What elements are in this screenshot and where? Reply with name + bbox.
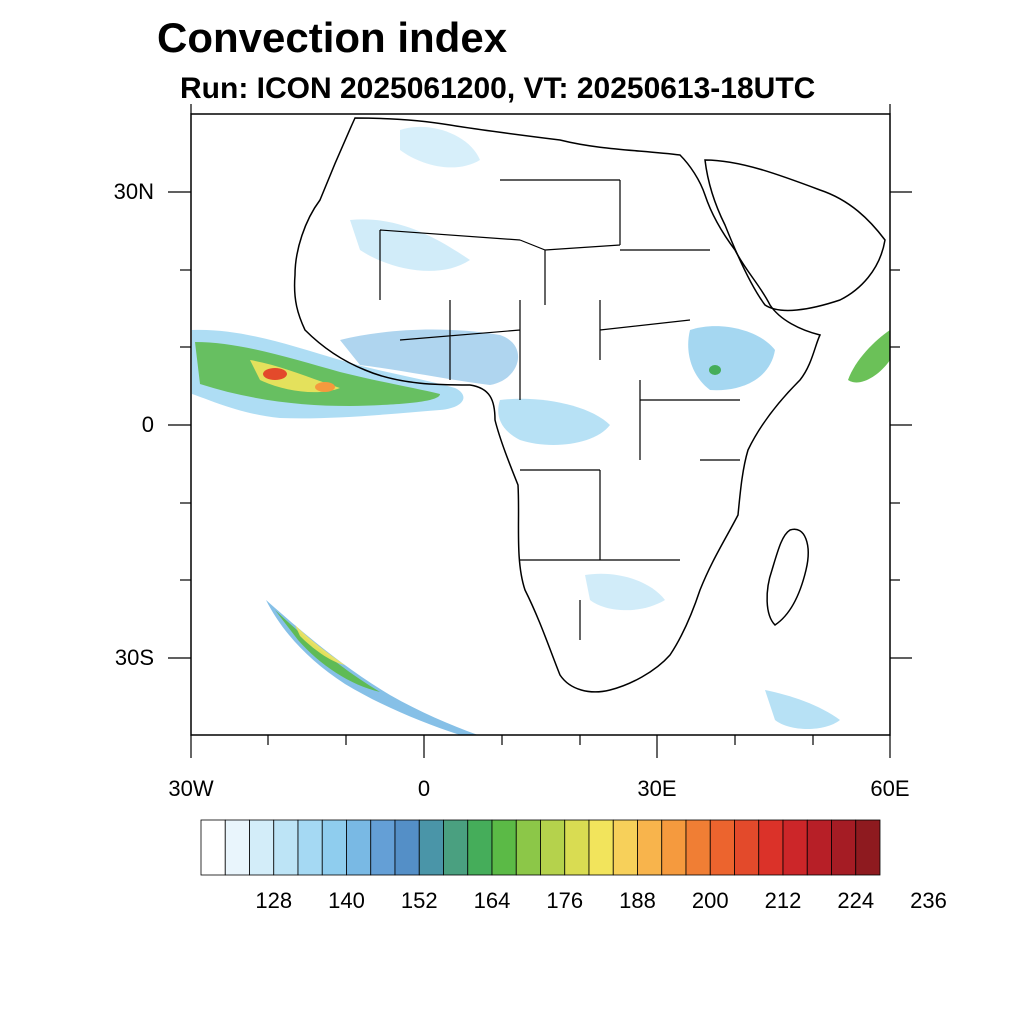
colorbar-swatch xyxy=(612,819,638,876)
colorbar-swatch xyxy=(418,819,444,876)
lat-label-30n: 30N xyxy=(113,179,154,204)
lon-label-30e: 30E xyxy=(637,776,677,801)
colorbar-label: 152 xyxy=(400,888,438,913)
colorbar-swatch xyxy=(297,819,323,876)
colorbar-label: 224 xyxy=(837,888,875,913)
africa-coastline xyxy=(293,117,822,693)
madagascar-coastline xyxy=(766,528,809,626)
convection-peak-atlantic-2 xyxy=(315,382,335,392)
country-borders xyxy=(379,179,740,640)
colorbar-label: 236 xyxy=(910,888,947,913)
map-title: Convection index xyxy=(157,14,508,61)
colorbar-swatch xyxy=(734,819,760,876)
colorbar-label: 212 xyxy=(764,888,802,913)
colorbar-swatch xyxy=(443,819,469,876)
convection-southern-africa xyxy=(585,573,665,611)
convection-south-atlantic-front xyxy=(266,600,478,735)
convection-central-africa xyxy=(498,398,610,445)
colorbar-swatch xyxy=(370,819,396,876)
convection-band-atlantic-core xyxy=(195,342,440,406)
colorbar-swatch xyxy=(273,819,299,876)
colorbar-label: 176 xyxy=(546,888,584,913)
colorbar-label: 188 xyxy=(619,888,656,913)
colorbar-swatch xyxy=(540,819,566,876)
convection-sahara-scatter xyxy=(350,219,470,271)
colorbar-swatch xyxy=(467,819,493,876)
arabia-coastline xyxy=(704,159,886,312)
colorbar-swatch xyxy=(806,819,832,876)
convection-ethiopia xyxy=(688,326,775,391)
convection-west-africa xyxy=(340,329,519,385)
colorbar-swatch xyxy=(831,819,857,876)
colorbar-swatch xyxy=(321,819,347,876)
lon-label-60e: 60E xyxy=(870,776,910,801)
lon-label-0: 0 xyxy=(417,776,431,801)
colorbar-swatch xyxy=(855,819,881,876)
convection-north-scatter xyxy=(400,126,480,168)
lon-label-30w: 30W xyxy=(168,776,214,801)
colorbar-swatch xyxy=(661,819,687,876)
coastlines-layer xyxy=(293,117,886,693)
colorbar-label: 164 xyxy=(473,888,511,913)
colorbar-swatch xyxy=(200,819,226,876)
colorbar-swatch xyxy=(394,819,420,876)
colorbar-swatch xyxy=(224,819,250,876)
colorbar-swatch xyxy=(564,819,590,876)
convection-peak-atlantic xyxy=(263,368,287,380)
lat-label-30s: 30S xyxy=(114,645,154,670)
colorbar-swatch xyxy=(249,819,275,876)
colorbar-swatch xyxy=(685,819,711,876)
map-subtitle: Run: ICON 2025061200, VT: 20250613-18UTC xyxy=(180,72,816,105)
colorbar-label: 128 xyxy=(255,888,293,913)
colorbar-label: 200 xyxy=(691,888,729,913)
colorbar-swatch xyxy=(758,819,784,876)
convection-field-layer xyxy=(192,126,890,735)
colorbar-swatch xyxy=(782,819,808,876)
colorbar-label: 140 xyxy=(328,888,365,913)
convection-peak-ethiopia xyxy=(709,365,721,375)
colorbar-swatch xyxy=(588,819,614,876)
colorbar-swatch xyxy=(637,819,663,876)
colorbar-swatch xyxy=(491,819,517,876)
colorbar-swatch xyxy=(346,819,372,876)
tick-marks xyxy=(168,104,912,758)
colorbar xyxy=(200,819,881,876)
colorbar-swatch xyxy=(515,819,541,876)
lat-label-0: 0 xyxy=(141,412,154,437)
convection-arabian-sea xyxy=(848,330,890,383)
colorbar-swatch xyxy=(709,819,735,876)
convection-southern-ocean xyxy=(765,690,840,729)
